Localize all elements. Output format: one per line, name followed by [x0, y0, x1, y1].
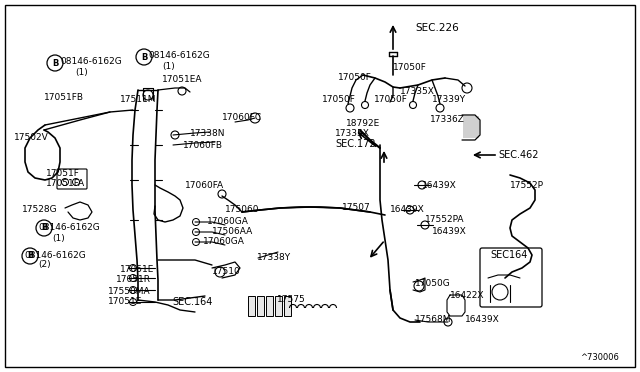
Text: 17550MA: 17550MA — [108, 286, 150, 295]
Text: 17060GA: 17060GA — [203, 237, 245, 247]
Text: 18792E: 18792E — [346, 119, 380, 128]
Text: 16422X: 16422X — [450, 292, 484, 301]
Text: 17051EA: 17051EA — [162, 76, 202, 84]
Text: 17050F: 17050F — [338, 74, 372, 83]
Text: 17051E: 17051E — [108, 298, 142, 307]
Text: 17335X: 17335X — [335, 129, 370, 138]
Text: 16439X: 16439X — [465, 315, 500, 324]
Text: 17060FB: 17060FB — [183, 141, 223, 150]
Text: B: B — [141, 52, 147, 61]
Text: 17506AA: 17506AA — [212, 228, 253, 237]
Bar — [257, 296, 264, 316]
Text: 16439X: 16439X — [390, 205, 425, 215]
Text: 17510: 17510 — [212, 267, 241, 276]
Text: 08146-6162G: 08146-6162G — [148, 51, 210, 60]
Text: 17575: 17575 — [277, 295, 306, 305]
FancyBboxPatch shape — [57, 169, 87, 189]
Text: 175060: 175060 — [225, 205, 259, 215]
Text: 16439X: 16439X — [422, 180, 457, 189]
Text: B: B — [41, 224, 47, 232]
Text: 17051FA: 17051FA — [46, 179, 85, 187]
Text: B: B — [52, 58, 58, 67]
Text: 17502V: 17502V — [14, 134, 49, 142]
FancyBboxPatch shape — [480, 248, 542, 307]
Text: 08146-6162G: 08146-6162G — [24, 250, 86, 260]
Text: 17050G: 17050G — [415, 279, 451, 288]
Text: 17528G: 17528G — [22, 205, 58, 215]
Text: SEC.164: SEC.164 — [172, 297, 212, 307]
Text: 17338N: 17338N — [190, 128, 225, 138]
Text: 17051F: 17051F — [46, 169, 80, 177]
Text: 17552P: 17552P — [510, 180, 544, 189]
Bar — [463, 116, 479, 138]
Bar — [284, 296, 291, 316]
Text: 17060FA: 17060FA — [185, 180, 224, 189]
Text: 17511M: 17511M — [120, 96, 157, 105]
Text: 08146-6162G: 08146-6162G — [60, 58, 122, 67]
Bar — [275, 296, 282, 316]
Text: 17050F: 17050F — [322, 96, 356, 105]
Text: 17051R: 17051R — [116, 276, 151, 285]
Text: (1): (1) — [162, 61, 175, 71]
Text: 17051FB: 17051FB — [44, 93, 84, 103]
Text: 17339Y: 17339Y — [432, 96, 466, 105]
Text: SEC.226: SEC.226 — [415, 23, 459, 33]
Text: 17050F: 17050F — [374, 96, 408, 105]
Text: 08146-6162G: 08146-6162G — [38, 224, 100, 232]
Bar — [248, 296, 255, 316]
Text: 17335X: 17335X — [400, 87, 435, 96]
Bar — [266, 296, 273, 316]
Text: 17552PA: 17552PA — [425, 215, 465, 224]
Text: 17051E: 17051E — [120, 266, 154, 275]
Text: 17507: 17507 — [342, 202, 371, 212]
Text: 17336Z: 17336Z — [430, 115, 465, 125]
Text: (1): (1) — [52, 234, 65, 244]
Text: 17060GA: 17060GA — [207, 218, 249, 227]
Text: 17338Y: 17338Y — [257, 253, 291, 263]
Text: 17568M: 17568M — [415, 315, 451, 324]
Text: SEC164: SEC164 — [490, 250, 527, 260]
Text: SEC.172: SEC.172 — [335, 139, 376, 149]
Text: (1): (1) — [75, 68, 88, 77]
Text: SEC.462: SEC.462 — [498, 150, 538, 160]
Text: 17050F: 17050F — [393, 64, 427, 73]
Text: 16439X: 16439X — [432, 228, 467, 237]
Text: (2): (2) — [38, 260, 51, 269]
Text: B: B — [27, 251, 33, 260]
Text: ^730006: ^730006 — [580, 353, 619, 362]
Text: 17060FC: 17060FC — [222, 113, 262, 122]
